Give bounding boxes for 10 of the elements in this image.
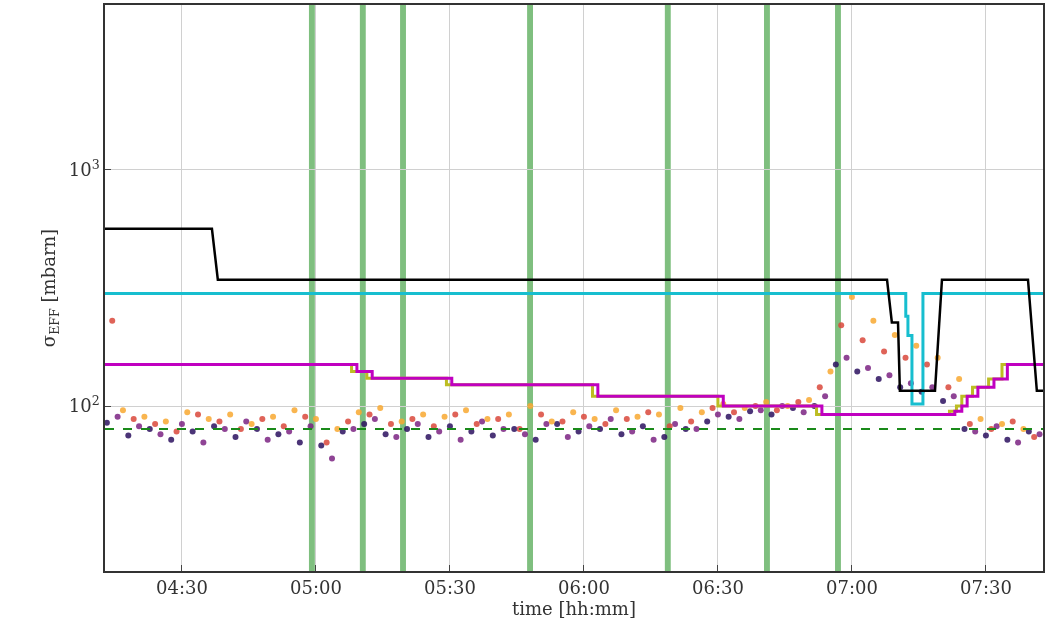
x-tick-label: 07:00 <box>825 577 878 599</box>
x-tick-label: 04:30 <box>155 577 208 599</box>
x-tick-label: 06:30 <box>691 577 744 599</box>
x-axis-title: time [hh:mm] <box>512 598 636 620</box>
x-tick-label: 06:00 <box>557 577 610 599</box>
y-tick-label: 10$^{2}$ <box>68 392 100 417</box>
x-tick-label: 05:00 <box>289 577 342 599</box>
x-tick-label: 07:30 <box>959 577 1012 599</box>
x-tick-label: 05:30 <box>423 577 476 599</box>
y-tick-label: 10$^{3}$ <box>68 156 100 181</box>
